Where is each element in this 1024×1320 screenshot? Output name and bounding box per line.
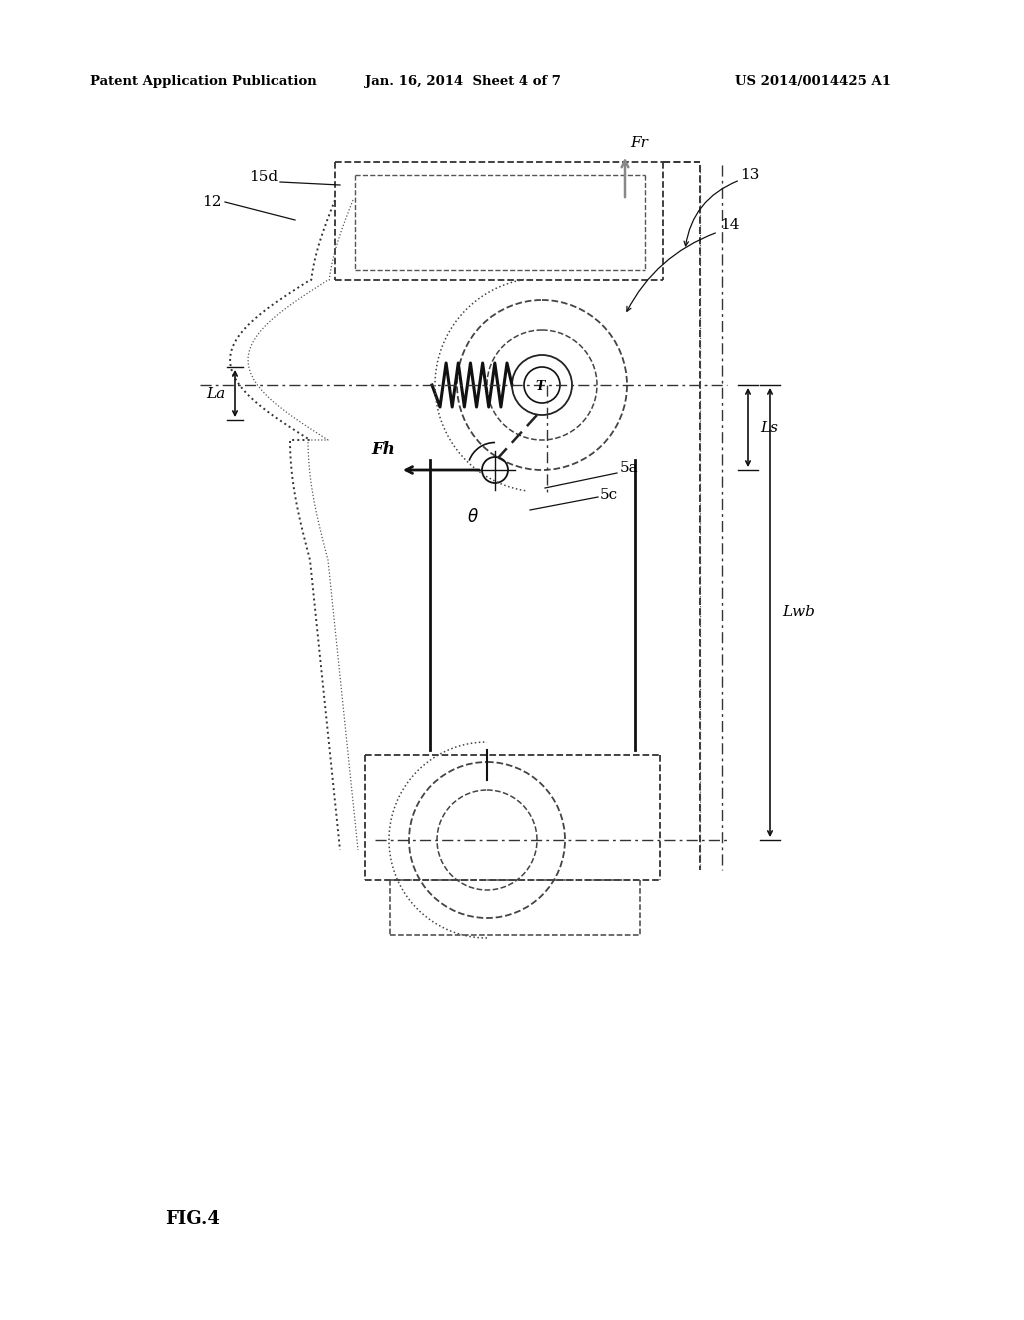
Text: 5c: 5c (600, 488, 618, 502)
Text: Fr: Fr (630, 136, 648, 150)
Text: 15d: 15d (249, 170, 278, 183)
Text: 5a: 5a (620, 461, 639, 475)
Text: T: T (536, 380, 545, 392)
Text: 12: 12 (203, 195, 222, 209)
Text: 14: 14 (720, 218, 739, 232)
Text: $\theta$: $\theta$ (467, 508, 479, 525)
Text: 13: 13 (740, 168, 760, 182)
Text: Lwb: Lwb (782, 606, 815, 619)
Text: US 2014/0014425 A1: US 2014/0014425 A1 (735, 75, 891, 88)
Text: Jan. 16, 2014  Sheet 4 of 7: Jan. 16, 2014 Sheet 4 of 7 (365, 75, 561, 88)
Text: Patent Application Publication: Patent Application Publication (90, 75, 316, 88)
Text: FIG.4: FIG.4 (165, 1210, 220, 1228)
Text: La: La (206, 387, 225, 400)
Text: Ls: Ls (760, 421, 778, 434)
Text: Fh: Fh (371, 441, 395, 458)
